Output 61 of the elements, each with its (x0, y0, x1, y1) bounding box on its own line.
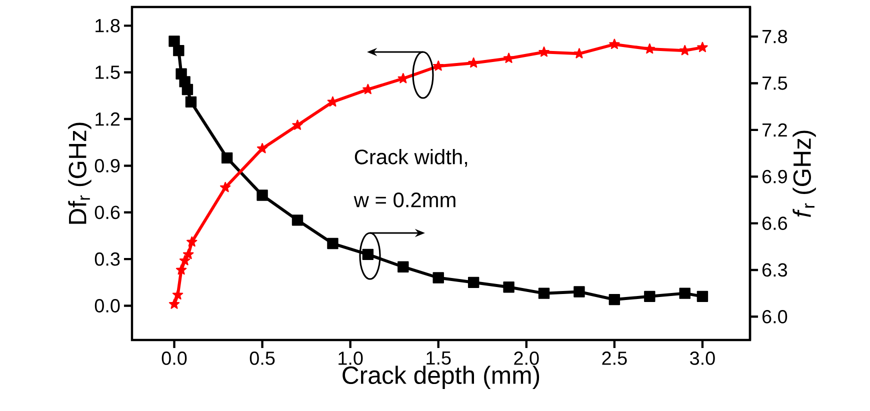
point (220, 182, 231, 192)
y2-tick-label: 6.9 (762, 170, 787, 184)
y2-tick-label: 7.2 (762, 123, 787, 137)
y2-tick-label: 7.8 (762, 30, 788, 44)
y2-axis-title: f$_{r}$ (GHz) (792, 130, 816, 218)
point (679, 288, 690, 299)
point (186, 236, 198, 247)
point (468, 57, 479, 68)
point (173, 44, 184, 56)
point (609, 38, 620, 49)
point (327, 238, 338, 250)
point (608, 294, 620, 306)
y-tick-label: 0.9 (94, 159, 120, 172)
point (503, 281, 514, 293)
point (468, 276, 480, 288)
point (182, 248, 194, 260)
point (168, 298, 180, 309)
y-axis-title: Df$_{r}$ (GHz) (68, 122, 92, 224)
y-tick-label: 0.3 (94, 252, 120, 266)
annotation: w = 0.2mm (354, 192, 456, 208)
point (185, 96, 197, 108)
y2-tick-label: 6.6 (762, 216, 788, 230)
y-tick-label: 1.8 (96, 18, 120, 32)
x-tick-label: 2.5 (602, 352, 627, 365)
annotation: Crack width, (354, 149, 468, 167)
point (697, 42, 708, 52)
point (696, 290, 708, 302)
y-tick-label: 0.6 (94, 206, 120, 220)
point (433, 60, 444, 71)
y2-tick-label: 6.3 (762, 263, 788, 277)
x-tick-label: 2.0 (514, 352, 539, 365)
point (644, 43, 656, 54)
x-tick-label: 3.0 (690, 352, 715, 365)
point (168, 36, 180, 47)
point (172, 289, 184, 300)
point (179, 255, 190, 266)
point (644, 290, 656, 302)
point (432, 272, 444, 284)
x-tick-label: 1.5 (426, 352, 451, 365)
x-tick-label: 0.5 (250, 352, 275, 365)
point (680, 44, 690, 56)
point (256, 143, 268, 154)
point (574, 286, 585, 298)
point (221, 152, 233, 164)
y-tick-label: 1.2 (96, 112, 120, 126)
y2-tick-label: 6.0 (762, 310, 788, 324)
x-tick-label: 0.0 (162, 352, 187, 365)
point (176, 264, 187, 275)
y-tick-label: 0.0 (94, 299, 120, 312)
point (256, 190, 268, 201)
x-tick-label: 1.0 (338, 352, 363, 365)
point (503, 52, 514, 63)
point (292, 120, 303, 130)
y-tick-label: 1.5 (96, 66, 120, 79)
point (182, 84, 194, 96)
point (398, 261, 409, 272)
y2-tick-label: 7.5 (762, 76, 788, 90)
point (538, 288, 550, 299)
x-axis-title: Crack depth (mm) (342, 366, 540, 389)
point (538, 46, 550, 57)
point (292, 214, 304, 226)
